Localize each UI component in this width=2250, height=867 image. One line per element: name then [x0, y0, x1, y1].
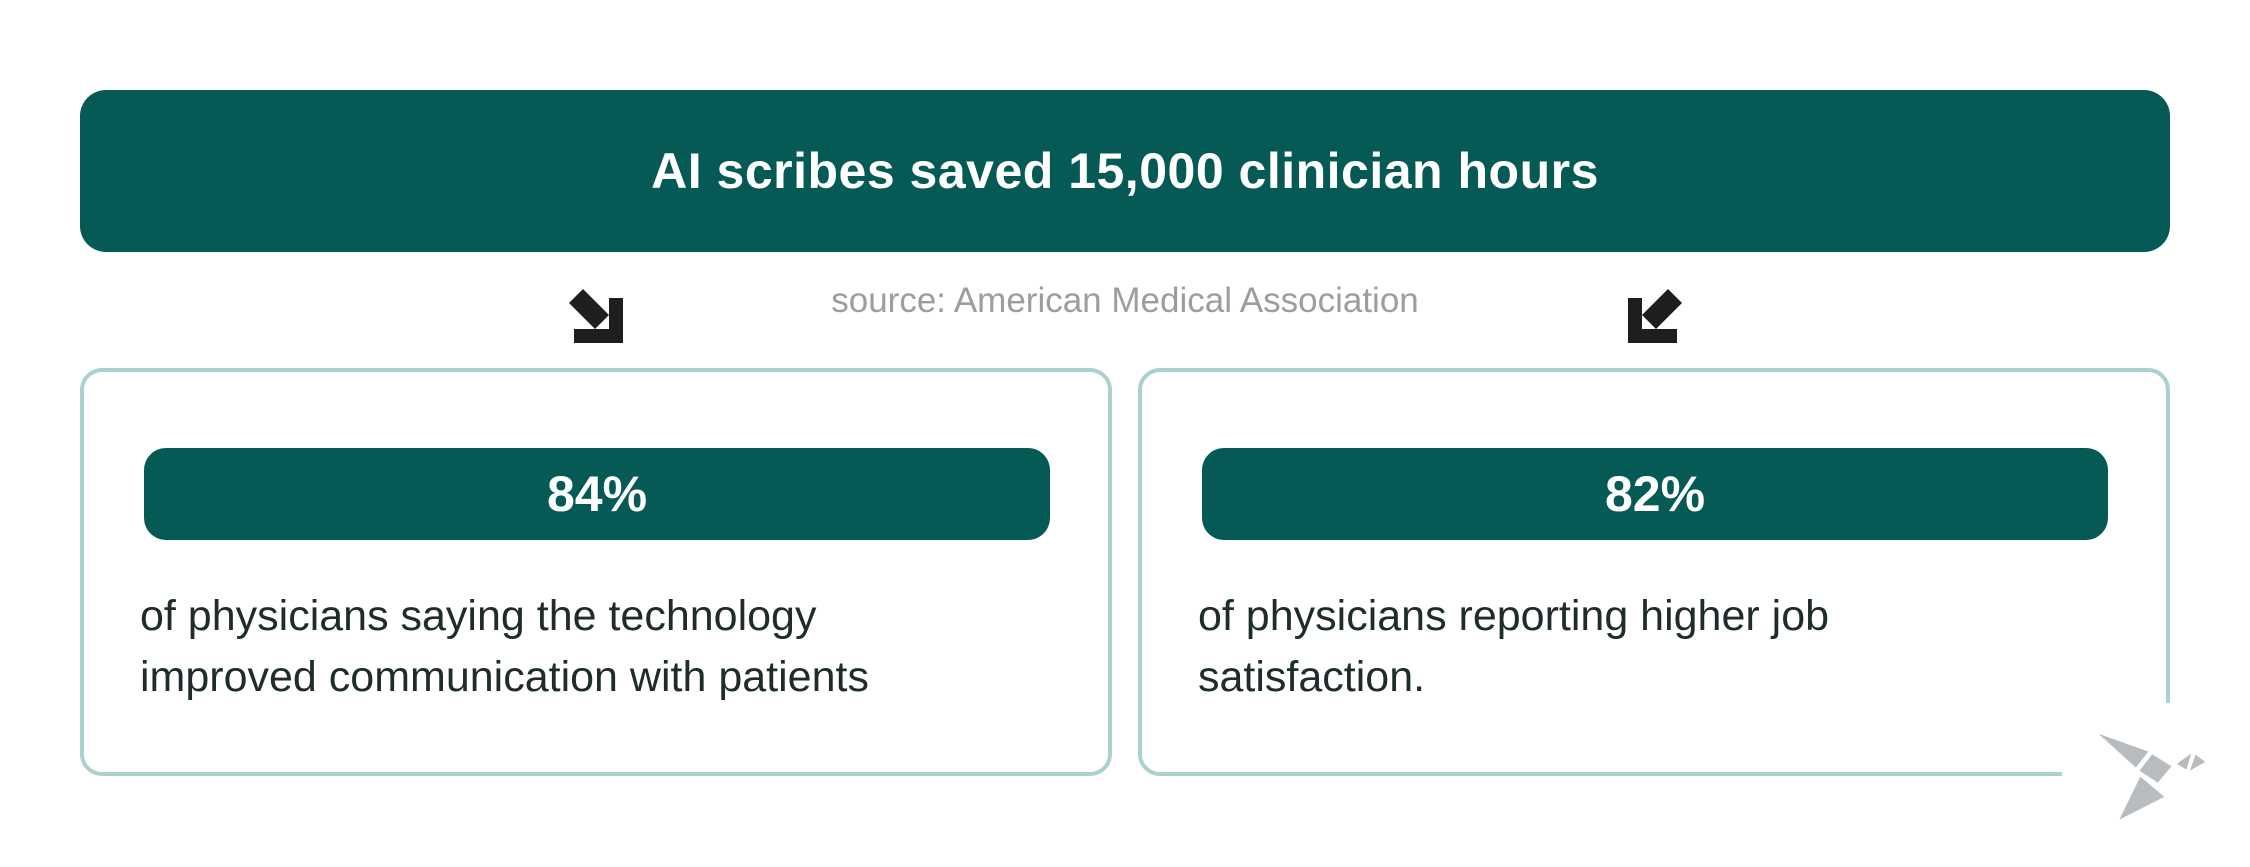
source-caption: source: American Medical Association [831, 281, 1419, 320]
stat-description-left-line1: of physicians saying the technology [140, 592, 817, 640]
stat-bar-left: 84% [144, 448, 1050, 540]
stat-description-left: of physicians saying the technology impr… [140, 586, 1072, 708]
stat-description-left-line2: improved communication with patients [140, 653, 869, 701]
arrow-down-right-icon [563, 283, 625, 345]
stat-value-right: 82% [1604, 466, 1706, 522]
arrow-down-left-icon [1626, 283, 1688, 345]
logo-container [2062, 703, 2250, 867]
stat-bar-right: 82% [1202, 448, 2108, 540]
stat-description-right-line2: satisfaction. [1198, 653, 1426, 701]
header-title: AI scribes saved 15,000 clinician hours [651, 143, 1599, 199]
stat-description-right-line1: of physicians reporting higher job [1198, 592, 1830, 640]
origami-bird-icon [2093, 730, 2208, 823]
stat-description-right: of physicians reporting higher job satis… [1198, 586, 2130, 708]
header-banner: AI scribes saved 15,000 clinician hours [80, 90, 2170, 252]
stat-card-right: 82% of physicians reporting higher job s… [1138, 368, 2170, 776]
stat-card-left: 84% of physicians saying the technology … [80, 368, 1112, 776]
stat-value-left: 84% [546, 466, 648, 522]
